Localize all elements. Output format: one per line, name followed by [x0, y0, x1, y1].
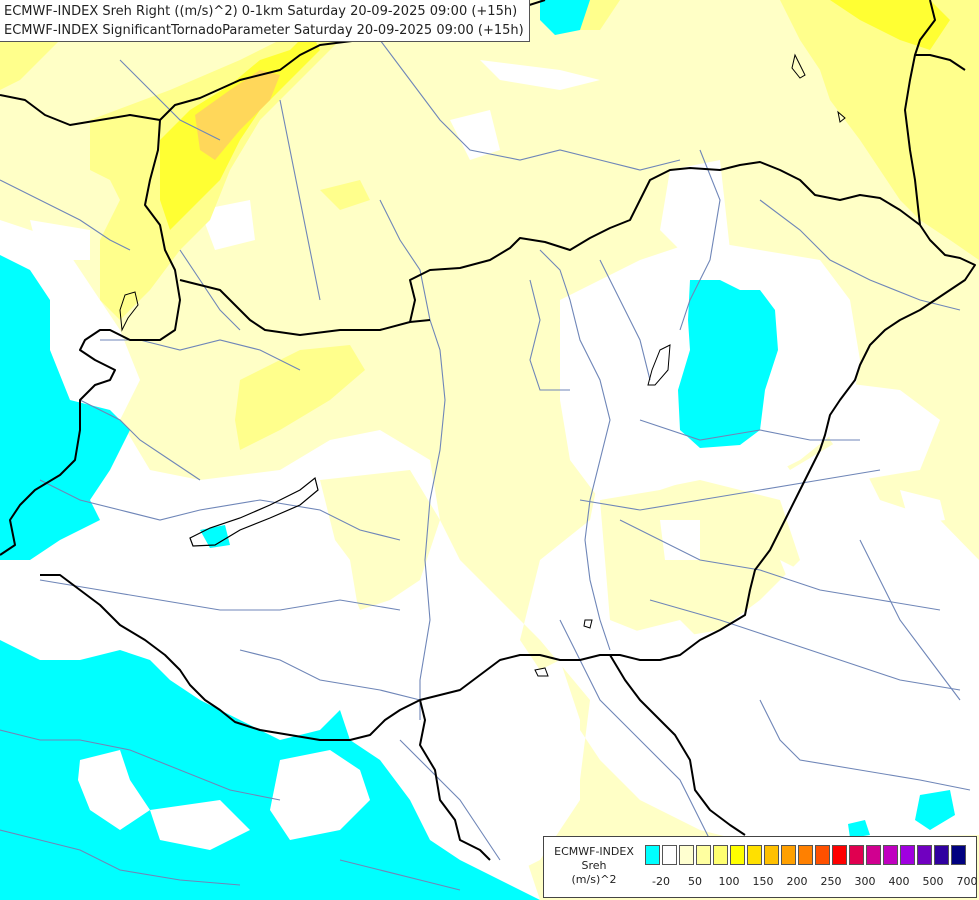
rivers [0, 39, 971, 891]
colorbar-legend: ECMWF-INDEX Sreh (m/s)^2 -20 50 100 150 200 2… [543, 836, 978, 898]
legend-tick-label: 250 [820, 875, 842, 888]
legend-swatch [662, 845, 677, 865]
sreh-cyan-areas [0, 0, 955, 900]
legend-label: ECMWF-INDEX Sreh (m/s)^2 [546, 845, 642, 887]
legend-swatch [815, 845, 830, 865]
legend-swatch [934, 845, 949, 865]
legend-tick-label: 50 [688, 875, 702, 888]
legend-swatch [764, 845, 779, 865]
legend-swatch [747, 845, 762, 865]
legend-swatch [832, 845, 847, 865]
legend-swatch [696, 845, 711, 865]
legend-swatch [849, 845, 864, 865]
legend-source: ECMWF-INDEX [554, 845, 634, 858]
title-line-stp: ECMWF-INDEX SignificantTornadoParameter … [4, 23, 524, 38]
legend-swatch [713, 845, 728, 865]
legend-swatch [917, 845, 932, 865]
legend-swatch [883, 845, 898, 865]
map-title-box: ECMWF-INDEX Sreh Right ((m/s)^2) 0-1km S… [0, 0, 530, 42]
legend-tick-label: 500 [922, 875, 944, 888]
legend-tick-label: 100 [718, 875, 740, 888]
legend-unit: (m/s)^2 [571, 873, 617, 886]
legend-tick-label: 400 [888, 875, 910, 888]
legend-swatch [730, 845, 745, 865]
legend-swatch [951, 845, 966, 865]
sreh-white-in-cyan [78, 750, 370, 850]
legend-tick-label: 200 [786, 875, 808, 888]
legend-swatch [900, 845, 915, 865]
legend-tick-label: 700 [956, 875, 978, 888]
legend-tick-label: 150 [752, 875, 774, 888]
legend-swatch [798, 845, 813, 865]
lake-outline [189, 476, 319, 547]
legend-swatch [679, 845, 694, 865]
legend-tick-label: -20 [652, 875, 670, 888]
sreh-gold-areas [195, 70, 280, 160]
legend-swatch [866, 845, 881, 865]
legend-tick-label: 300 [854, 875, 876, 888]
legend-variable: Sreh [581, 859, 607, 872]
small-outlines [119, 53, 846, 677]
legend-swatch [781, 845, 796, 865]
legend-swatch [645, 845, 660, 865]
title-line-sreh: ECMWF-INDEX Sreh Right ((m/s)^2) 0-1km S… [4, 4, 518, 19]
